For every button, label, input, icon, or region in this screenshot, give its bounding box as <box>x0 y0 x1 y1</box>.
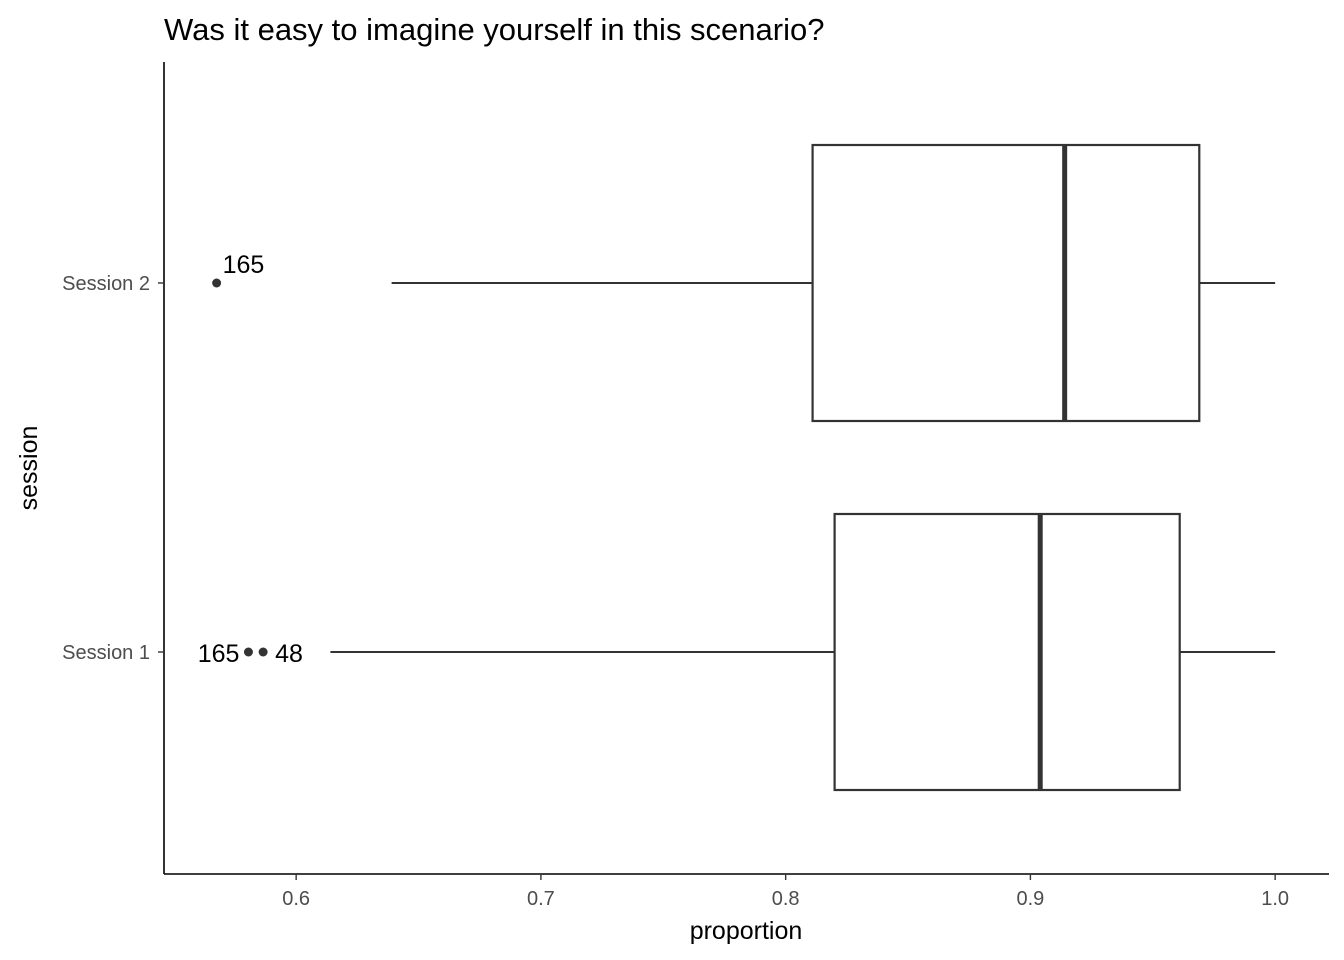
x-tick-label: 1.0 <box>1261 888 1289 910</box>
session-1-outlier-label: 48 <box>275 640 303 668</box>
session-2-outlier-point <box>212 278 222 288</box>
chart-title: Was it easy to imagine yourself in this … <box>164 12 824 47</box>
y-axis-title: session <box>15 426 43 511</box>
x-axis-ticks: 0.6 0.7 0.8 0.9 1.0 <box>282 874 1289 910</box>
x-tick-label: 0.8 <box>772 888 800 910</box>
session-1-outlier-point <box>243 647 253 657</box>
session-2-box <box>811 143 1201 423</box>
plot-area: 165 48 165 <box>198 143 1276 792</box>
y-tick-label: Session 1 <box>62 642 150 664</box>
session-2-outlier-label: 165 <box>223 251 265 279</box>
session-1-outlier-label: 165 <box>198 640 240 668</box>
x-tick-label: 0.9 <box>1017 888 1045 910</box>
x-tick-label: 0.7 <box>527 888 555 910</box>
session-1-outlier-point <box>258 647 268 657</box>
x-tick-label: 0.6 <box>282 888 310 910</box>
session-1-box <box>833 512 1181 792</box>
y-axis-ticks: Session 1 Session 2 <box>62 273 164 664</box>
x-axis-title: proportion <box>690 917 803 945</box>
y-tick-label: Session 2 <box>62 273 150 295</box>
